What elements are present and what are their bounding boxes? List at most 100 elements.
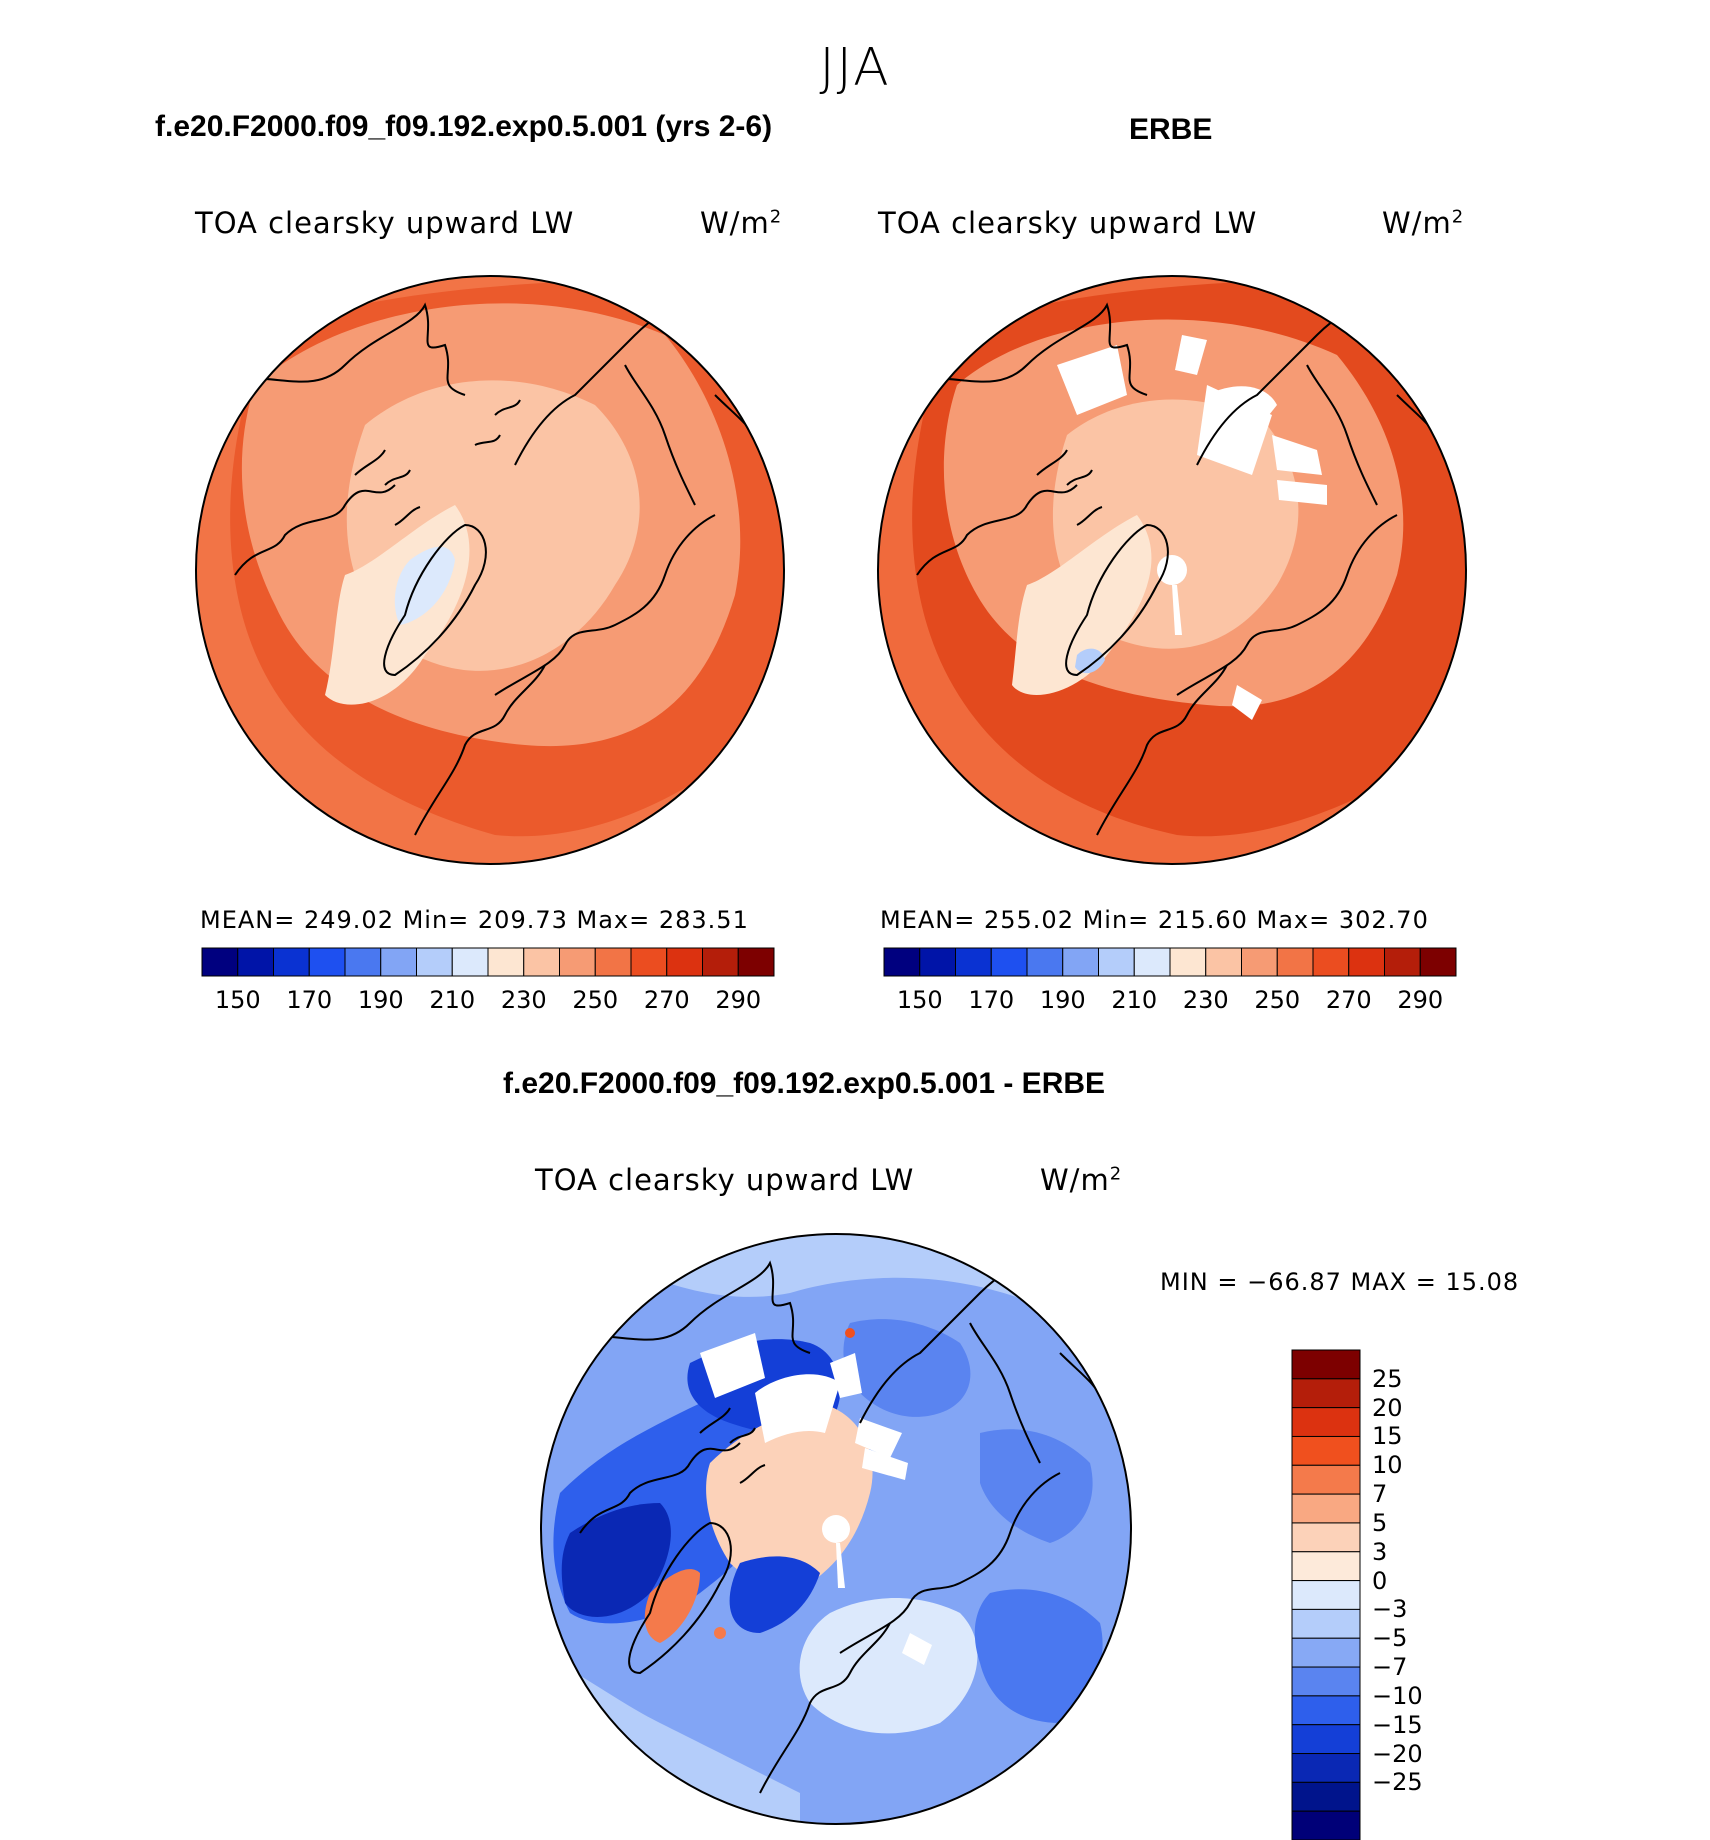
model-colorbar-tick-label: 290 [715, 986, 762, 1014]
diff-colorbar-tick-label: −10 [1372, 1681, 1423, 1710]
model-colorbar-swatch [416, 947, 453, 977]
diff-colorbar-tick-label: 3 [1372, 1537, 1388, 1566]
obs-colorbar-tick-label: 230 [1182, 986, 1229, 1014]
diff-colorbar-tick-label: −3 [1372, 1595, 1408, 1624]
diff-colorbar-tick-label: −20 [1372, 1739, 1423, 1768]
diff-colorbar-swatch [1291, 1580, 1361, 1610]
obs-colorbar-swatch [1098, 947, 1135, 977]
obs-colorbar-swatch [1026, 947, 1064, 977]
model-colorbar-swatch [559, 947, 596, 977]
diff-colorbar-tick-label: 25 [1372, 1364, 1403, 1393]
model-colorbar [201, 947, 775, 977]
obs-colorbar-tick-label: 270 [1325, 986, 1372, 1014]
obs-colorbar-swatch [1133, 947, 1171, 977]
diff-colorbar-swatch [1291, 1724, 1361, 1755]
model-stats: MEAN= 249.02 Min= 209.73 Max= 283.51 [200, 906, 749, 934]
model-variable-label: TOA clearsky upward LW [195, 206, 575, 240]
obs-colorbar-swatch [1312, 947, 1350, 977]
diff-variable-label: TOA clearsky upward LW [535, 1163, 915, 1197]
obs-colorbar-swatch [1384, 947, 1421, 977]
obs-colorbar-swatch [919, 947, 956, 977]
diff-colorbar-swatch [1291, 1695, 1361, 1726]
diff-colorbar-tick-label: −5 [1372, 1624, 1408, 1653]
model-panel-header: f.e20.F2000.f09_f09.192.exp0.5.001 (yrs … [155, 110, 773, 143]
diff-colorbar-tick-label: 10 [1372, 1451, 1403, 1480]
diff-colorbar-ticks: 25 20 15 10 7 5 3 0 −3 −5 −7 −10 −15 −20 −25 [1372, 1350, 1452, 1840]
model-colorbar-tick-label: 170 [286, 986, 333, 1014]
diff-colorbar-swatch [1291, 1637, 1361, 1668]
model-colorbar-tick-label: 270 [643, 986, 690, 1014]
diff-colorbar-swatch [1291, 1407, 1361, 1437]
obs-stats: MEAN= 255.02 Min= 215.60 Max= 302.70 [880, 906, 1429, 934]
diff-colorbar-swatch [1291, 1522, 1361, 1553]
diff-stats: MIN = −66.87 MAX = 15.08 [1160, 1268, 1520, 1296]
model-colorbar-swatch [308, 947, 346, 977]
obs-colorbar-swatch [883, 947, 921, 977]
diff-colorbar-tick-label: 15 [1372, 1422, 1403, 1451]
model-colorbar-swatch [630, 947, 668, 977]
model-colorbar-ticks: 150 170 190 210 230 250 270 290 [202, 986, 774, 1016]
diff-colorbar [1291, 1349, 1361, 1840]
obs-colorbar-tick-label: 150 [896, 986, 943, 1014]
diff-colorbar-swatch [1291, 1753, 1361, 1783]
model-units-label: W/m2 [700, 206, 783, 240]
obs-colorbar-swatch [955, 947, 992, 977]
diff-colorbar-tick-label: 0 [1372, 1566, 1388, 1595]
model-colorbar-swatch [451, 947, 489, 977]
obs-polar-map [877, 275, 1467, 865]
model-colorbar-swatch [594, 947, 632, 977]
obs-colorbar-swatch [1419, 947, 1457, 977]
obs-colorbar-swatch [990, 947, 1028, 977]
diff-colorbar-swatch [1291, 1781, 1361, 1812]
diff-colorbar-tick-label: −15 [1372, 1710, 1423, 1739]
season-title: JJA [819, 38, 891, 98]
obs-variable-label: TOA clearsky upward LW [878, 206, 1258, 240]
model-colorbar-tick-label: 190 [357, 986, 404, 1014]
model-colorbar-swatch [737, 947, 775, 977]
obs-colorbar-tick-label: 290 [1397, 986, 1444, 1014]
obs-colorbar-ticks: 150 170 190 210 230 250 270 290 [884, 986, 1456, 1016]
diff-colorbar-swatch [1291, 1608, 1361, 1639]
diff-colorbar-tick-label: 20 [1372, 1393, 1403, 1422]
diff-colorbar-tick-label: 7 [1372, 1480, 1388, 1509]
diff-colorbar-swatch [1291, 1464, 1361, 1495]
diff-colorbar-swatch [1291, 1378, 1361, 1409]
obs-colorbar-swatch [1276, 947, 1314, 977]
obs-colorbar-swatch [1205, 947, 1242, 977]
model-colorbar-swatch [702, 947, 739, 977]
obs-colorbar-tick-label: 250 [1254, 986, 1301, 1014]
diff-colorbar-tick-label: −25 [1372, 1768, 1423, 1797]
diff-panel-header: f.e20.F2000.f09_f09.192.exp0.5.001 - ERB… [503, 1067, 1106, 1100]
model-colorbar-swatch [487, 947, 525, 977]
obs-colorbar-swatch [1241, 947, 1278, 977]
obs-panel-header: ERBE [1129, 113, 1213, 146]
model-colorbar-swatch [380, 947, 417, 977]
obs-colorbar-swatch [1062, 947, 1099, 977]
model-colorbar-swatch [344, 947, 382, 977]
model-colorbar-swatch [237, 947, 274, 977]
diff-colorbar-swatch [1291, 1810, 1361, 1840]
diff-colorbar-tick-label: 5 [1372, 1508, 1388, 1537]
model-coastlines [196, 294, 761, 836]
model-colorbar-tick-label: 230 [500, 986, 547, 1014]
model-colorbar-swatch [273, 947, 310, 977]
diff-colorbar-swatch [1291, 1493, 1361, 1524]
diff-missing-data [700, 1333, 932, 1665]
model-colorbar-tick-label: 210 [429, 986, 476, 1014]
diff-units-label: W/m2 [1040, 1163, 1123, 1197]
diff-colorbar-swatch [1291, 1435, 1361, 1466]
diff-colorbar-swatch [1291, 1666, 1361, 1697]
model-colorbar-tick-label: 150 [214, 986, 261, 1014]
model-colorbar-tick-label: 250 [572, 986, 619, 1014]
obs-missing-data [1057, 335, 1327, 720]
diff-colorbar-swatch [1291, 1551, 1361, 1582]
obs-colorbar-tick-label: 170 [968, 986, 1015, 1014]
obs-colorbar-swatch [1169, 947, 1207, 977]
obs-units-label: W/m2 [1382, 206, 1465, 240]
diff-colorbar-swatch [1291, 1349, 1361, 1380]
model-colorbar-swatch [523, 947, 560, 977]
diff-colorbar-tick-label: −7 [1372, 1653, 1408, 1682]
obs-colorbar-tick-label: 210 [1111, 986, 1158, 1014]
model-colorbar-swatch [666, 947, 703, 977]
model-colorbar-swatch [201, 947, 239, 977]
